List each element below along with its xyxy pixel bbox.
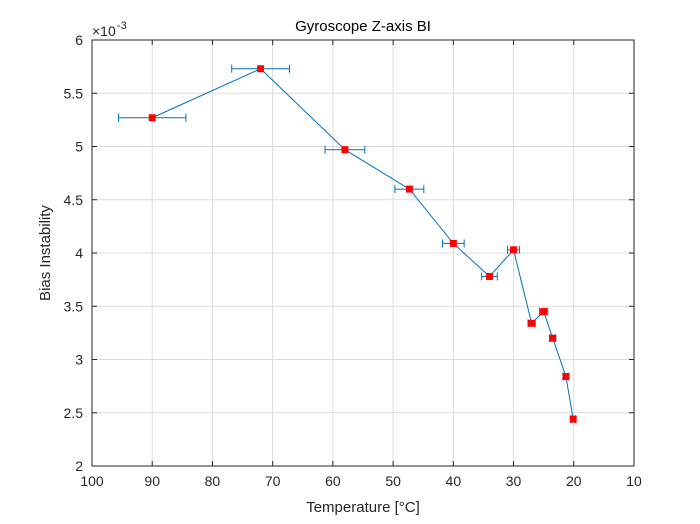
series-layer <box>117 64 577 424</box>
x-tick-label: 50 <box>385 473 401 489</box>
data-point <box>257 65 265 73</box>
y-tick-label: 2 <box>75 458 83 474</box>
y-tick-label: 5 <box>75 139 83 155</box>
y-tick-label: 2.5 <box>64 405 84 421</box>
x-tick-label: 100 <box>80 473 104 489</box>
y-exponent-base: ×10 <box>92 23 116 39</box>
x-tick-label: 90 <box>144 473 160 489</box>
data-point <box>562 373 570 381</box>
data-point <box>540 308 548 316</box>
y-exponent-label: ×10 -3 <box>92 20 127 39</box>
x-tick-label: 10 <box>626 473 642 489</box>
data-point <box>449 239 457 247</box>
y-tick-label: 3.5 <box>64 298 84 314</box>
data-point <box>510 246 518 254</box>
x-tick-label: 40 <box>446 473 462 489</box>
data-point <box>549 334 557 342</box>
data-point <box>148 114 156 122</box>
data-point <box>569 415 577 423</box>
x-tick-label: 70 <box>265 473 281 489</box>
y-tick-label: 4.5 <box>64 192 84 208</box>
data-point <box>405 185 413 193</box>
grid-layer <box>92 40 634 466</box>
y-exponent-power: -3 <box>117 20 127 32</box>
y-axis-label: Bias Instability <box>37 205 54 301</box>
chart-title: Gyroscope Z-axis BI <box>295 18 431 35</box>
y-tick-label: 4 <box>75 245 83 261</box>
x-tick-label: 80 <box>205 473 221 489</box>
series-line <box>152 68 574 420</box>
data-point <box>485 272 493 280</box>
x-tick-label: 20 <box>566 473 582 489</box>
data-point <box>528 319 536 327</box>
y-tick-label: 5.5 <box>64 85 84 101</box>
x-tick-label: 60 <box>325 473 341 489</box>
x-axis-label: Temperature [°C] <box>306 499 420 516</box>
y-tick-label: 3 <box>75 352 83 368</box>
x-tick-label: 30 <box>506 473 522 489</box>
data-point <box>341 146 349 154</box>
tick-layer: 100 90 80 70 60 50 40 30 20 10 2 2.5 3 3.5 4 4.5 5 5.5 6 <box>64 32 642 489</box>
y-tick-label: 6 <box>75 32 83 48</box>
